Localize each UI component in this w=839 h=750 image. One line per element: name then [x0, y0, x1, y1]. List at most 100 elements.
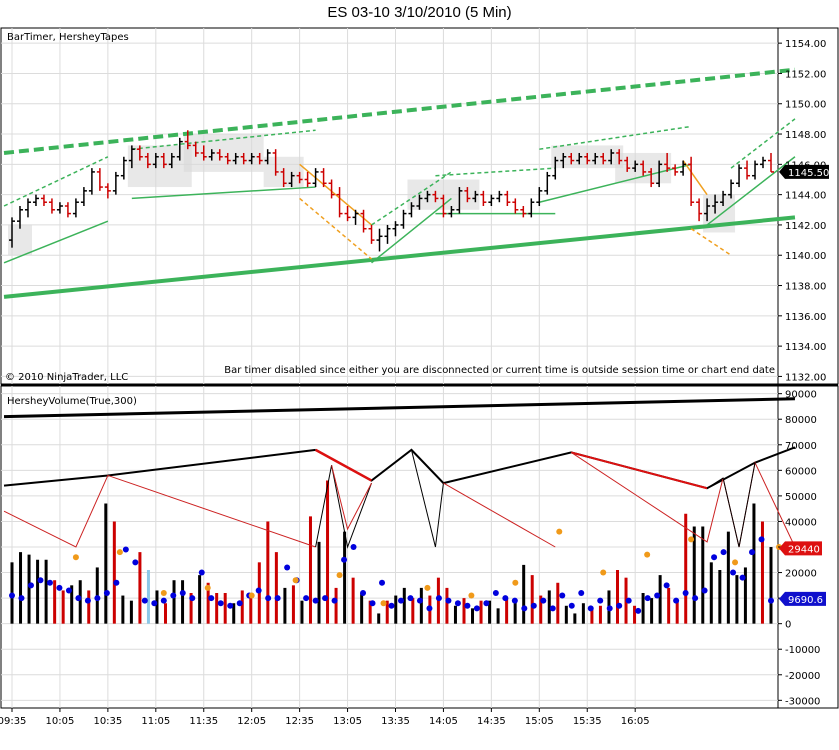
blue-dot: [189, 595, 196, 602]
blue-dot: [492, 590, 499, 596]
time-tick-label: 12:35: [285, 716, 314, 727]
blue-dot: [151, 600, 158, 607]
blue-dot: [692, 595, 699, 602]
ohlc-bar: [704, 198, 711, 222]
ohlc-bar: [144, 152, 151, 169]
ohlc-bar: [424, 190, 431, 203]
blue-dot: [701, 587, 708, 594]
volume-wave-line: [371, 449, 444, 548]
blue-dot: [236, 600, 243, 607]
time-tick-label: 15:05: [525, 716, 554, 727]
ohlc-bar: [672, 164, 679, 176]
blue-dot: [312, 597, 319, 604]
blue-dot: [284, 564, 291, 571]
ohlc-bar: [560, 152, 567, 169]
orange-dot: [468, 592, 475, 599]
blue-dot: [369, 600, 376, 607]
blue-dot: [122, 546, 129, 553]
ohlc-bar: [72, 198, 79, 218]
ohlc-bar: [336, 187, 343, 218]
trend-line: [131, 186, 316, 200]
ohlc-bar: [376, 228, 383, 252]
volume-red-badge: 29440: [779, 541, 822, 556]
volume-lines: [3, 397, 796, 549]
blue-dot: [540, 597, 547, 604]
blue-dot: [758, 536, 765, 543]
ohlc-bar: [448, 206, 455, 218]
ohlc-bar: [288, 171, 295, 188]
volume-wave-line: [315, 465, 372, 549]
ohlc-bar: [576, 152, 583, 165]
ohlc-bar: [96, 168, 103, 191]
blue-dot: [208, 595, 215, 602]
blue-dot: [141, 597, 148, 604]
volume-blue-badge: 9690.6: [779, 591, 826, 606]
blue-dot: [445, 597, 452, 604]
trend-line: [131, 129, 316, 150]
ohlc-bar: [328, 179, 335, 199]
blue-dot: [739, 574, 746, 581]
price-tick-label: 1150.00: [785, 100, 826, 111]
ohlc-bar: [432, 190, 439, 203]
orange-dot: [116, 549, 123, 556]
price-tick-label: 1136.00: [785, 312, 826, 323]
blue-dot: [711, 554, 718, 561]
blue-dot: [27, 582, 34, 589]
time-tick-label: 09:35: [0, 716, 26, 727]
time-tick-label: 13:35: [381, 716, 410, 727]
ohlc-bar: [88, 168, 95, 195]
blue-dot: [483, 600, 490, 607]
blue-dot: [435, 595, 442, 602]
blue-dot: [397, 597, 404, 604]
blue-dot: [587, 605, 594, 612]
ohlc-bar: [696, 198, 703, 222]
blue-dot: [46, 579, 53, 586]
orange-dot: [424, 584, 431, 591]
ohlc-bar: [656, 160, 663, 188]
blue-dot: [331, 597, 338, 604]
volume-bars: [10, 480, 773, 624]
ohlc-bar: [312, 168, 319, 188]
ohlc-bar: [712, 194, 719, 214]
volume-wave-line: [571, 451, 708, 490]
price-tick-label: 1154.00: [785, 39, 826, 50]
blue-dot: [663, 582, 670, 589]
trend-line: [539, 125, 692, 150]
blue-dot: [682, 590, 689, 596]
ohlc-bar: [56, 202, 63, 214]
blue-dot: [94, 595, 101, 602]
price-tick-label: 1148.00: [785, 130, 826, 141]
ohlc-bar: [192, 141, 199, 157]
volume-tick-label: 50000: [785, 492, 817, 503]
blue-dot: [265, 595, 272, 602]
blue-dot: [673, 597, 680, 604]
blue-dot: [18, 595, 25, 602]
time-tick-label: 12:05: [237, 716, 266, 727]
blue-dot: [549, 605, 556, 612]
price-bars: [9, 130, 774, 252]
ohlc-bar: [536, 187, 543, 206]
orange-dot: [160, 590, 167, 596]
blue-dot: [616, 602, 623, 609]
blue-dot: [322, 595, 329, 602]
ohlc-bar: [512, 198, 519, 214]
volume-wave-line: [443, 482, 556, 548]
ohlc-bar: [256, 152, 263, 165]
ohlc-bar: [216, 149, 223, 161]
ohlc-bar: [9, 217, 15, 248]
blue-dot: [56, 584, 63, 591]
orange-dot: [72, 554, 79, 561]
ohlc-bar: [272, 149, 279, 176]
volume-dots: [9, 528, 782, 614]
ohlc-bar: [80, 187, 87, 206]
blue-dot: [625, 597, 632, 604]
ohlc-bar: [504, 190, 511, 206]
copyright-text: © 2010 NinjaTrader, LLC: [5, 372, 128, 383]
volume-red-value: 29440: [788, 544, 820, 555]
blue-dot: [132, 559, 139, 566]
price-tick-label: 1138.00: [785, 282, 826, 293]
ohlc-bar: [608, 149, 615, 165]
blue-dot: [473, 605, 480, 612]
blue-dot: [416, 597, 423, 604]
